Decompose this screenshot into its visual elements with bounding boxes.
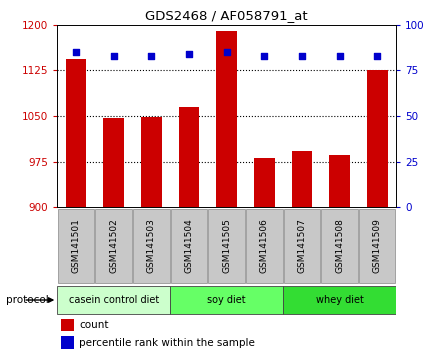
FancyBboxPatch shape	[133, 209, 169, 284]
FancyBboxPatch shape	[284, 209, 320, 284]
FancyBboxPatch shape	[171, 209, 207, 284]
Bar	[329, 155, 350, 207]
Text: GSM141509: GSM141509	[373, 218, 381, 274]
Point	[223, 49, 230, 55]
Point	[148, 53, 155, 59]
Bar	[216, 31, 237, 207]
FancyBboxPatch shape	[95, 209, 132, 284]
Text: protocol: protocol	[6, 295, 48, 305]
Text: GSM141505: GSM141505	[222, 218, 231, 274]
FancyBboxPatch shape	[321, 209, 358, 284]
Bar	[254, 159, 275, 207]
FancyBboxPatch shape	[170, 286, 283, 314]
Text: soy diet: soy diet	[207, 295, 246, 305]
Point	[374, 53, 381, 59]
FancyBboxPatch shape	[209, 209, 245, 284]
Text: GSM141501: GSM141501	[72, 218, 81, 274]
Point	[110, 53, 117, 59]
Bar	[179, 107, 199, 207]
Point	[73, 49, 80, 55]
Text: GSM141502: GSM141502	[109, 219, 118, 273]
Title: GDS2468 / AF058791_at: GDS2468 / AF058791_at	[145, 9, 308, 22]
FancyBboxPatch shape	[246, 209, 282, 284]
Text: GSM141507: GSM141507	[297, 218, 306, 274]
Bar	[367, 70, 388, 207]
Text: GSM141508: GSM141508	[335, 218, 344, 274]
Bar	[292, 151, 312, 207]
Bar	[141, 117, 161, 207]
FancyBboxPatch shape	[57, 286, 170, 314]
Point	[261, 53, 268, 59]
Bar	[66, 59, 86, 207]
Text: GSM141506: GSM141506	[260, 218, 269, 274]
Text: percentile rank within the sample: percentile rank within the sample	[79, 338, 255, 348]
Text: whey diet: whey diet	[315, 295, 363, 305]
Point	[336, 53, 343, 59]
Bar	[61, 319, 74, 331]
FancyBboxPatch shape	[58, 209, 94, 284]
FancyBboxPatch shape	[283, 286, 396, 314]
Text: GSM141503: GSM141503	[147, 218, 156, 274]
Bar	[103, 118, 124, 207]
Point	[185, 51, 192, 57]
Text: casein control diet: casein control diet	[69, 295, 159, 305]
Point	[298, 53, 305, 59]
Bar	[61, 336, 74, 349]
Text: count: count	[79, 320, 109, 330]
FancyBboxPatch shape	[359, 209, 396, 284]
Text: GSM141504: GSM141504	[184, 219, 194, 273]
